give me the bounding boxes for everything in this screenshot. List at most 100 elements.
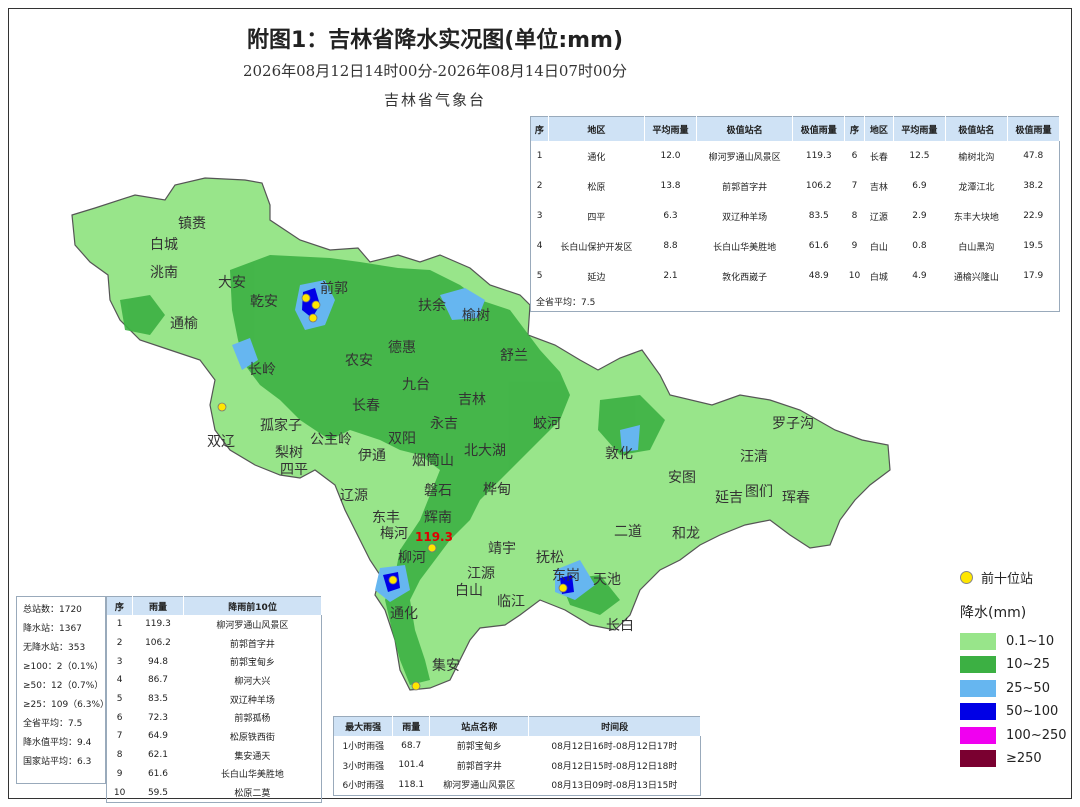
table-row: 1 通化 12.0 柳河罗通山风景区 119.3 6 长春 12.5 榆树北沟 47.8 xyxy=(531,141,1060,171)
city-label: 公主岭 xyxy=(310,432,352,448)
table-cell: 四平 xyxy=(587,212,606,223)
map-frame xyxy=(8,8,1072,799)
table-cell: 86.7 xyxy=(147,675,168,686)
yellow-dot-icon xyxy=(960,571,973,585)
table-cell: 10 xyxy=(848,271,861,281)
legend-title: 降水(mm) xyxy=(960,604,1027,621)
table-cell: 4 xyxy=(536,241,543,251)
city-label: 通榆 xyxy=(170,316,198,332)
table-cell: 68.7 xyxy=(401,740,422,751)
table-row: 3 94.8 前郭宝甸乡 xyxy=(107,652,322,671)
header-extreme-rain-2: 极值雨量 xyxy=(1007,116,1061,141)
rain-band-25-50 xyxy=(232,280,640,602)
table-cell: 83.5 xyxy=(147,694,168,705)
table-cell: 22.9 xyxy=(1023,211,1044,221)
table-row: 9 61.6 长白山华美胜地 xyxy=(107,765,322,784)
table-cell: 3 xyxy=(536,211,543,221)
city-label: 天池 xyxy=(593,572,621,588)
table-row: 6 72.3 前郭孤杨 xyxy=(107,708,322,727)
header-extreme-station: 极值站名 xyxy=(696,116,794,141)
city-label: 东丰 xyxy=(372,510,400,526)
legend-item: 100~250 xyxy=(960,724,1070,748)
table-cell: 集安通天 xyxy=(234,751,271,762)
city-label: 磐石 xyxy=(424,483,452,499)
city-label: 柳河 xyxy=(398,549,426,566)
top10-header-station: 降雨前10位 xyxy=(183,596,322,615)
city-label: 桦甸 xyxy=(483,482,511,498)
table-cell: 1 xyxy=(536,151,543,161)
table-cell: 柳河罗通山风景区 xyxy=(708,152,781,163)
province-average: 全省平均：7.5 xyxy=(536,297,596,308)
city-label: 大安 xyxy=(218,275,246,291)
header-avg-rain: 平均雨量 xyxy=(644,116,697,141)
map-title: 附图1：吉林省降水实况图(单位:mm) xyxy=(246,28,624,53)
table-cell: 08月13日09时-08月13日15时 xyxy=(551,781,678,792)
table-cell: 松原铁西街 xyxy=(229,732,275,743)
maxrain-header-period: 时间段 xyxy=(528,716,701,736)
table-cell: 柳河罗通山风景区 xyxy=(216,620,289,631)
legend-top-station: 前十位站 xyxy=(960,566,1070,590)
table-row: 4 长白山保护开发区 8.8 长白山华美胜地 61.6 9 白山 0.8 白山黑沟 19.5 xyxy=(531,231,1060,261)
province-average-row: 全省平均：7.5 xyxy=(531,291,1060,312)
legend-item: 50~100 xyxy=(960,700,1070,724)
table-row: 1 119.3 柳河罗通山风景区 xyxy=(107,615,322,634)
stat-ge25: ≥25：109（6.3%） xyxy=(23,700,110,710)
table-row: 7 64.9 松原铁西街 xyxy=(107,727,322,746)
stat-province-avg: 全省平均：7.5 xyxy=(23,719,83,729)
table-cell: 48.9 xyxy=(808,271,829,281)
table-row: 2 松原 13.8 前郭首字井 106.2 7 吉林 6.9 龙潭江北 38.2 xyxy=(531,171,1060,201)
table-cell: 榆树北沟 xyxy=(958,152,995,163)
table-cell: 61.6 xyxy=(808,241,829,251)
table-cell: 2 xyxy=(536,181,543,191)
table-cell: 双辽种羊场 xyxy=(229,695,275,706)
city-label: 蛟河 xyxy=(533,416,561,432)
table-cell: 柳河罗通山风景区 xyxy=(443,781,516,792)
station-stats: 总站数：1720 降水站：1367 无降水站：353 ≥100：2（0.1%） … xyxy=(16,596,110,784)
table-row: 1小时雨强 68.7 前郭宝甸乡 08月12日16时-08月12日17时 xyxy=(334,736,701,756)
region-average-table: 序 地区 平均雨量 极值站名 极值雨量 序 地区 平均雨量 极值站名 极值雨量 … xyxy=(530,116,1061,312)
table-cell: 6 xyxy=(851,151,858,161)
city-label: 吉林 xyxy=(458,392,486,408)
table-row: 6小时雨强 118.1 柳河罗通山风景区 08月13日09时-08月13日15时 xyxy=(334,775,701,795)
legend-top-station-label: 前十位站 xyxy=(981,572,1034,588)
issuer: 吉林省气象台 xyxy=(383,91,486,109)
city-label: 德惠 xyxy=(388,340,416,356)
table-cell: 12.5 xyxy=(909,151,930,161)
city-label: 辉南 xyxy=(424,510,452,526)
table-cell: 08月12日16时-08月12日17时 xyxy=(551,742,678,753)
table-cell: 0.8 xyxy=(912,241,927,251)
city-label: 和龙 xyxy=(672,526,700,542)
table-cell: 6.3 xyxy=(663,211,678,221)
table-cell: 38.2 xyxy=(1023,181,1044,191)
table-cell: 前郭孤杨 xyxy=(234,714,271,725)
stat-ge50: ≥50：12（0.7%） xyxy=(23,681,104,691)
header-extreme-station-2: 极值站名 xyxy=(945,116,1008,141)
table-cell: 2.9 xyxy=(912,211,927,221)
legend: 前十位站 降水(mm) 0.1~10 10~25 25~50 50~100 10… xyxy=(960,566,1070,771)
city-label: 梨树 xyxy=(275,445,303,461)
top10-table: 序 雨量 降雨前10位 1 119.3 柳河罗通山风景区 2 106.2 前郭首字井 3… xyxy=(106,596,322,803)
city-label: 前郭 xyxy=(320,280,348,297)
table-row: 8 62.1 集安通天 xyxy=(107,746,322,765)
legend-swatch xyxy=(960,726,996,744)
table-cell: 59.5 xyxy=(147,787,168,798)
city-label: 江源 xyxy=(467,566,495,582)
table-cell: 6 xyxy=(116,712,123,723)
city-label: 临江 xyxy=(497,594,525,610)
header-index: 序 xyxy=(530,116,549,141)
city-label: 舒兰 xyxy=(500,348,528,364)
table-cell: 64.9 xyxy=(147,731,168,742)
table-cell: 白山黑沟 xyxy=(958,242,995,253)
city-label: 珲春 xyxy=(782,490,810,506)
legend-item: ≥250 xyxy=(960,747,1070,771)
table-cell: 7 xyxy=(851,181,858,191)
table-cell: 敦化西崴子 xyxy=(722,272,768,283)
stat-norain: 无降水站：353 xyxy=(23,643,86,653)
table-cell: 1 xyxy=(116,619,123,630)
city-label: 东岗 xyxy=(552,568,580,584)
table-cell: 前郭宝甸乡 xyxy=(456,742,502,753)
city-label: 通化 xyxy=(390,606,418,622)
top-ten-station-dots xyxy=(217,293,568,691)
top10-header-index: 序 xyxy=(106,596,133,615)
